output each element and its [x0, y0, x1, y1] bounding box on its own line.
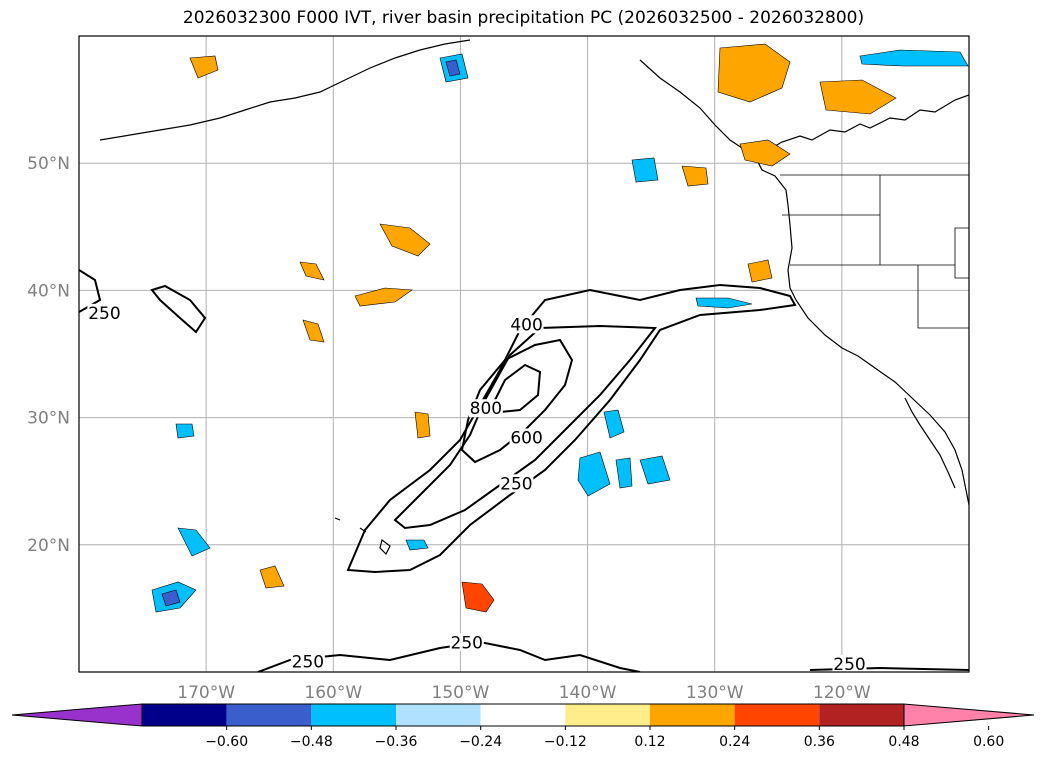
precip-patch-neg	[859, 49, 969, 67]
precipitation-fields	[151, 43, 969, 613]
contour-label: 600	[510, 428, 542, 448]
colorbar-swatch	[311, 704, 396, 726]
contour-label: 400	[510, 315, 542, 335]
contour-label: 250	[88, 304, 120, 324]
contour-label-bg	[468, 399, 503, 418]
colorbar-tick-label: 0.48	[888, 734, 919, 750]
alaska-coast	[99, 39, 471, 141]
colorbar-tick-label: −0.36	[375, 734, 418, 750]
colorbar-swatch	[480, 704, 566, 726]
precip-patch-neg	[639, 455, 671, 485]
precip-patch-pos	[299, 261, 325, 281]
precip-patch-neg	[161, 589, 181, 607]
contour-label-bg	[87, 303, 122, 322]
colorbar-tick-label: −0.24	[459, 734, 502, 750]
contour-label: 250	[500, 474, 532, 494]
lat-tick-label: 30°N	[27, 409, 70, 429]
ivt-contour-600	[460, 338, 574, 464]
axis-tick-labels: 170°W 160°W 150°W 140°W 130°W 120°W 20°N 30°N 40…	[27, 154, 871, 703]
colorbar-tick-label: 0.36	[804, 734, 835, 750]
colorbar-swatch	[142, 704, 227, 726]
north-america-west-coast	[754, 94, 969, 506]
contour-label: 250	[833, 655, 865, 675]
contour-labels: 250 400 800 600 250 250 250 250	[87, 303, 867, 675]
colorbar-tick-label: 0.12	[634, 734, 665, 750]
baja-california	[904, 397, 956, 489]
colorbar-tick-label: −0.12	[544, 734, 587, 750]
precip-patch-pos	[414, 411, 431, 439]
contour-label-bg	[509, 428, 544, 447]
political-boundaries	[780, 174, 969, 329]
precip-patch-pos	[354, 287, 413, 307]
colorbar-swatch	[226, 704, 312, 726]
precip-patch-pos	[259, 565, 285, 589]
precip-patch-neg	[445, 59, 461, 77]
contour-label-bg	[832, 654, 867, 672]
colorbar-outline	[141, 703, 905, 727]
alaska-panhandle	[639, 59, 746, 151]
ivt-contour-400	[393, 324, 657, 530]
contour-label: 250	[292, 652, 324, 672]
contour-label: 250	[451, 633, 483, 653]
precip-patch-pos	[302, 319, 325, 343]
precip-patch-neg	[175, 423, 195, 439]
colorbar-tick-label: −0.48	[290, 734, 333, 750]
lon-tick-label: 150°W	[432, 683, 490, 703]
precip-patch-pos	[717, 43, 791, 103]
lon-tick-label: 130°W	[686, 683, 744, 703]
colorbar-swatch	[565, 704, 650, 726]
contour-label-bg	[509, 315, 544, 334]
map-title: 2026032300 F000 IVT, river basin precipi…	[182, 8, 865, 28]
ivt-contour-250-west	[150, 284, 207, 334]
map-frame	[78, 35, 970, 673]
state-boundary-id	[954, 227, 969, 279]
contour-label-bg	[290, 652, 325, 671]
lon-tick-label: 140°W	[559, 683, 617, 703]
lat-tick-label: 40°N	[27, 281, 70, 301]
graticule	[79, 36, 969, 672]
precip-patch-pos	[461, 581, 495, 613]
precip-patch-pos	[819, 79, 897, 115]
precip-patch-pos	[379, 223, 431, 257]
colorbar-extend-min	[11, 703, 143, 727]
precip-patch-pos	[189, 55, 219, 79]
contour-label: 800	[470, 399, 502, 419]
precip-patch-neg	[695, 297, 753, 309]
lon-tick-label: 120°W	[813, 683, 871, 703]
precip-patch-pos	[739, 139, 791, 167]
precip-patch-neg	[577, 451, 611, 497]
colorbar-swatch	[396, 704, 481, 726]
lon-tick-label: 160°W	[304, 683, 362, 703]
precip-patch-neg	[603, 409, 625, 439]
colorbar: −0.60 −0.48 −0.36 −0.24 −0.12 0.12 0.24 0.36 0.4…	[11, 703, 1035, 750]
colorbar-tick-label: −0.60	[205, 734, 248, 750]
precip-patch-neg	[631, 157, 659, 183]
contour-label-bg	[499, 474, 534, 493]
colorbar-tick-label: 0.24	[719, 734, 750, 750]
ivt-contour-800	[493, 363, 542, 414]
colorbar-extend-max	[903, 703, 1035, 727]
colorbar-tick-label: 0.60	[973, 734, 1004, 750]
precip-patch-neg	[615, 457, 633, 489]
precip-patch-pos	[681, 165, 709, 187]
ivt-contour-250	[346, 283, 797, 574]
lat-tick-label: 20°N	[27, 536, 70, 556]
colorbar-swatch	[819, 704, 904, 726]
contour-label-bg	[449, 633, 484, 652]
colorbar-swatch	[650, 704, 735, 726]
precip-patch-neg	[405, 539, 429, 551]
precip-patch-neg	[177, 527, 211, 557]
lon-tick-label: 170°W	[177, 683, 235, 703]
precip-patch-pos	[747, 259, 773, 283]
lat-tick-label: 50°N	[27, 154, 70, 174]
state-boundary-ca-nv	[879, 175, 969, 329]
colorbar-swatch	[734, 704, 820, 726]
